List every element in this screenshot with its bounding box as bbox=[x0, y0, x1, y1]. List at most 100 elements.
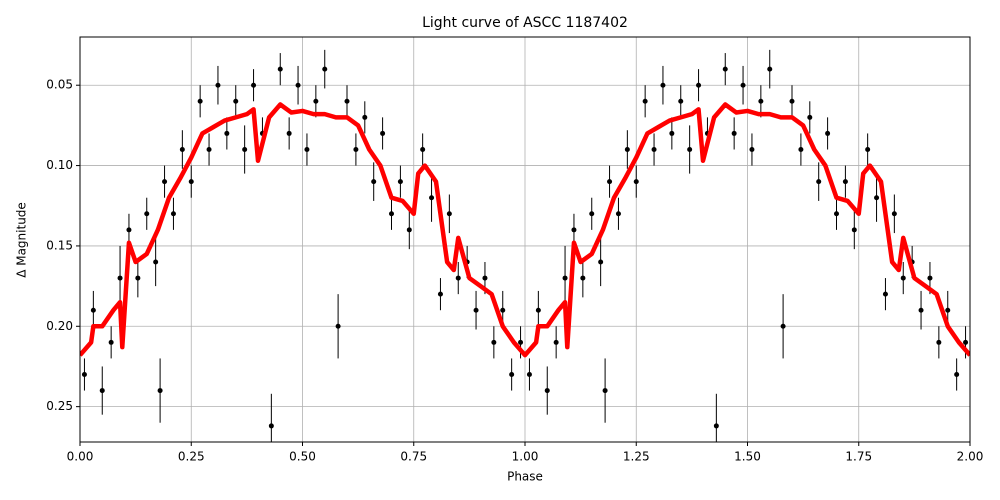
data-point bbox=[963, 339, 969, 345]
data-point bbox=[798, 147, 804, 152]
data-point bbox=[749, 147, 755, 152]
axes: 0.00 0.25 0.50 0.75 1.00 1.25 1.50 1.75 2.00 0.05… bbox=[46, 78, 983, 464]
data-point bbox=[353, 147, 359, 152]
data-point bbox=[624, 147, 630, 152]
data-point bbox=[108, 339, 114, 345]
data-point bbox=[865, 147, 871, 152]
y-axis-label: Δ Magnitude bbox=[15, 202, 29, 278]
data-point bbox=[277, 66, 283, 72]
data-point bbox=[651, 147, 657, 152]
data-point bbox=[722, 66, 728, 72]
y-tick-label: 0.05 bbox=[46, 78, 73, 92]
data-point bbox=[758, 98, 764, 104]
data-point bbox=[406, 227, 412, 233]
data-point bbox=[607, 179, 613, 185]
data-point bbox=[491, 339, 497, 345]
data-point bbox=[446, 211, 452, 217]
data-point bbox=[571, 227, 577, 233]
data-point bbox=[842, 179, 848, 185]
data-point bbox=[335, 323, 341, 329]
data-point bbox=[295, 82, 301, 88]
data-point bbox=[696, 82, 702, 88]
data-point bbox=[660, 82, 666, 88]
data-point bbox=[90, 307, 96, 313]
data-point bbox=[767, 66, 773, 72]
data-point bbox=[215, 82, 221, 88]
data-point bbox=[598, 259, 604, 265]
data-point bbox=[562, 275, 568, 281]
data-point bbox=[900, 275, 906, 281]
data-point bbox=[380, 130, 386, 136]
data-point bbox=[687, 147, 693, 152]
data-point bbox=[731, 130, 737, 136]
x-tick-label: 1.00 bbox=[512, 450, 539, 464]
data-point bbox=[126, 227, 132, 233]
x-tick-label: 2.00 bbox=[957, 450, 984, 464]
data-point bbox=[268, 423, 274, 429]
data-point bbox=[518, 339, 524, 345]
data-point bbox=[206, 147, 212, 152]
data-point bbox=[553, 339, 559, 345]
x-tick-label: 1.50 bbox=[734, 450, 761, 464]
data-point bbox=[242, 147, 248, 152]
data-point bbox=[825, 130, 831, 136]
x-tick-label: 1.75 bbox=[845, 450, 872, 464]
data-point bbox=[589, 211, 595, 217]
data-point bbox=[789, 98, 795, 104]
data-point bbox=[153, 259, 159, 265]
data-point bbox=[851, 227, 857, 233]
data-point bbox=[927, 275, 933, 281]
data-point bbox=[81, 372, 87, 377]
y-tick-label: 0.25 bbox=[46, 399, 73, 413]
y-tick-label: 0.10 bbox=[46, 158, 73, 172]
x-tick-label: 1.25 bbox=[623, 450, 650, 464]
x-tick-label: 0.00 bbox=[67, 450, 94, 464]
data-point bbox=[713, 423, 719, 429]
x-axis-label: Phase bbox=[507, 470, 543, 484]
data-point bbox=[642, 98, 648, 104]
model-line bbox=[80, 102, 970, 358]
data-point bbox=[945, 307, 951, 313]
data-point bbox=[954, 372, 960, 377]
data-point bbox=[420, 147, 426, 152]
data-point bbox=[135, 275, 141, 281]
data-point bbox=[99, 388, 105, 394]
x-tick-label: 0.50 bbox=[289, 450, 316, 464]
data-point bbox=[509, 372, 515, 377]
data-point bbox=[669, 130, 675, 136]
data-point bbox=[144, 211, 150, 217]
data-point bbox=[162, 179, 168, 185]
data-point bbox=[286, 130, 292, 136]
data-point bbox=[834, 211, 839, 217]
data-point bbox=[535, 307, 541, 313]
data-point bbox=[362, 114, 368, 120]
data-point bbox=[224, 130, 230, 136]
data-point bbox=[874, 195, 880, 201]
data-point bbox=[918, 307, 924, 313]
data-point bbox=[500, 307, 506, 313]
data-point bbox=[429, 195, 435, 201]
data-point bbox=[615, 211, 621, 217]
data-point bbox=[882, 291, 888, 297]
data-point bbox=[891, 211, 897, 217]
y-tick-label: 0.15 bbox=[46, 238, 73, 252]
y-tick-label: 0.20 bbox=[46, 319, 73, 333]
data-point bbox=[807, 114, 813, 120]
data-point bbox=[389, 211, 394, 217]
data-point bbox=[580, 275, 586, 281]
data-point bbox=[157, 388, 163, 394]
data-point bbox=[437, 291, 443, 297]
data-point bbox=[371, 179, 377, 185]
data-point bbox=[473, 307, 479, 313]
data-point bbox=[188, 179, 194, 185]
data-point bbox=[251, 82, 257, 88]
data-point bbox=[197, 98, 203, 104]
data-point bbox=[233, 98, 239, 104]
data-point bbox=[117, 275, 123, 281]
data-point bbox=[544, 388, 550, 394]
data-point bbox=[170, 211, 176, 217]
data-point bbox=[482, 275, 488, 281]
data-point bbox=[740, 82, 746, 88]
